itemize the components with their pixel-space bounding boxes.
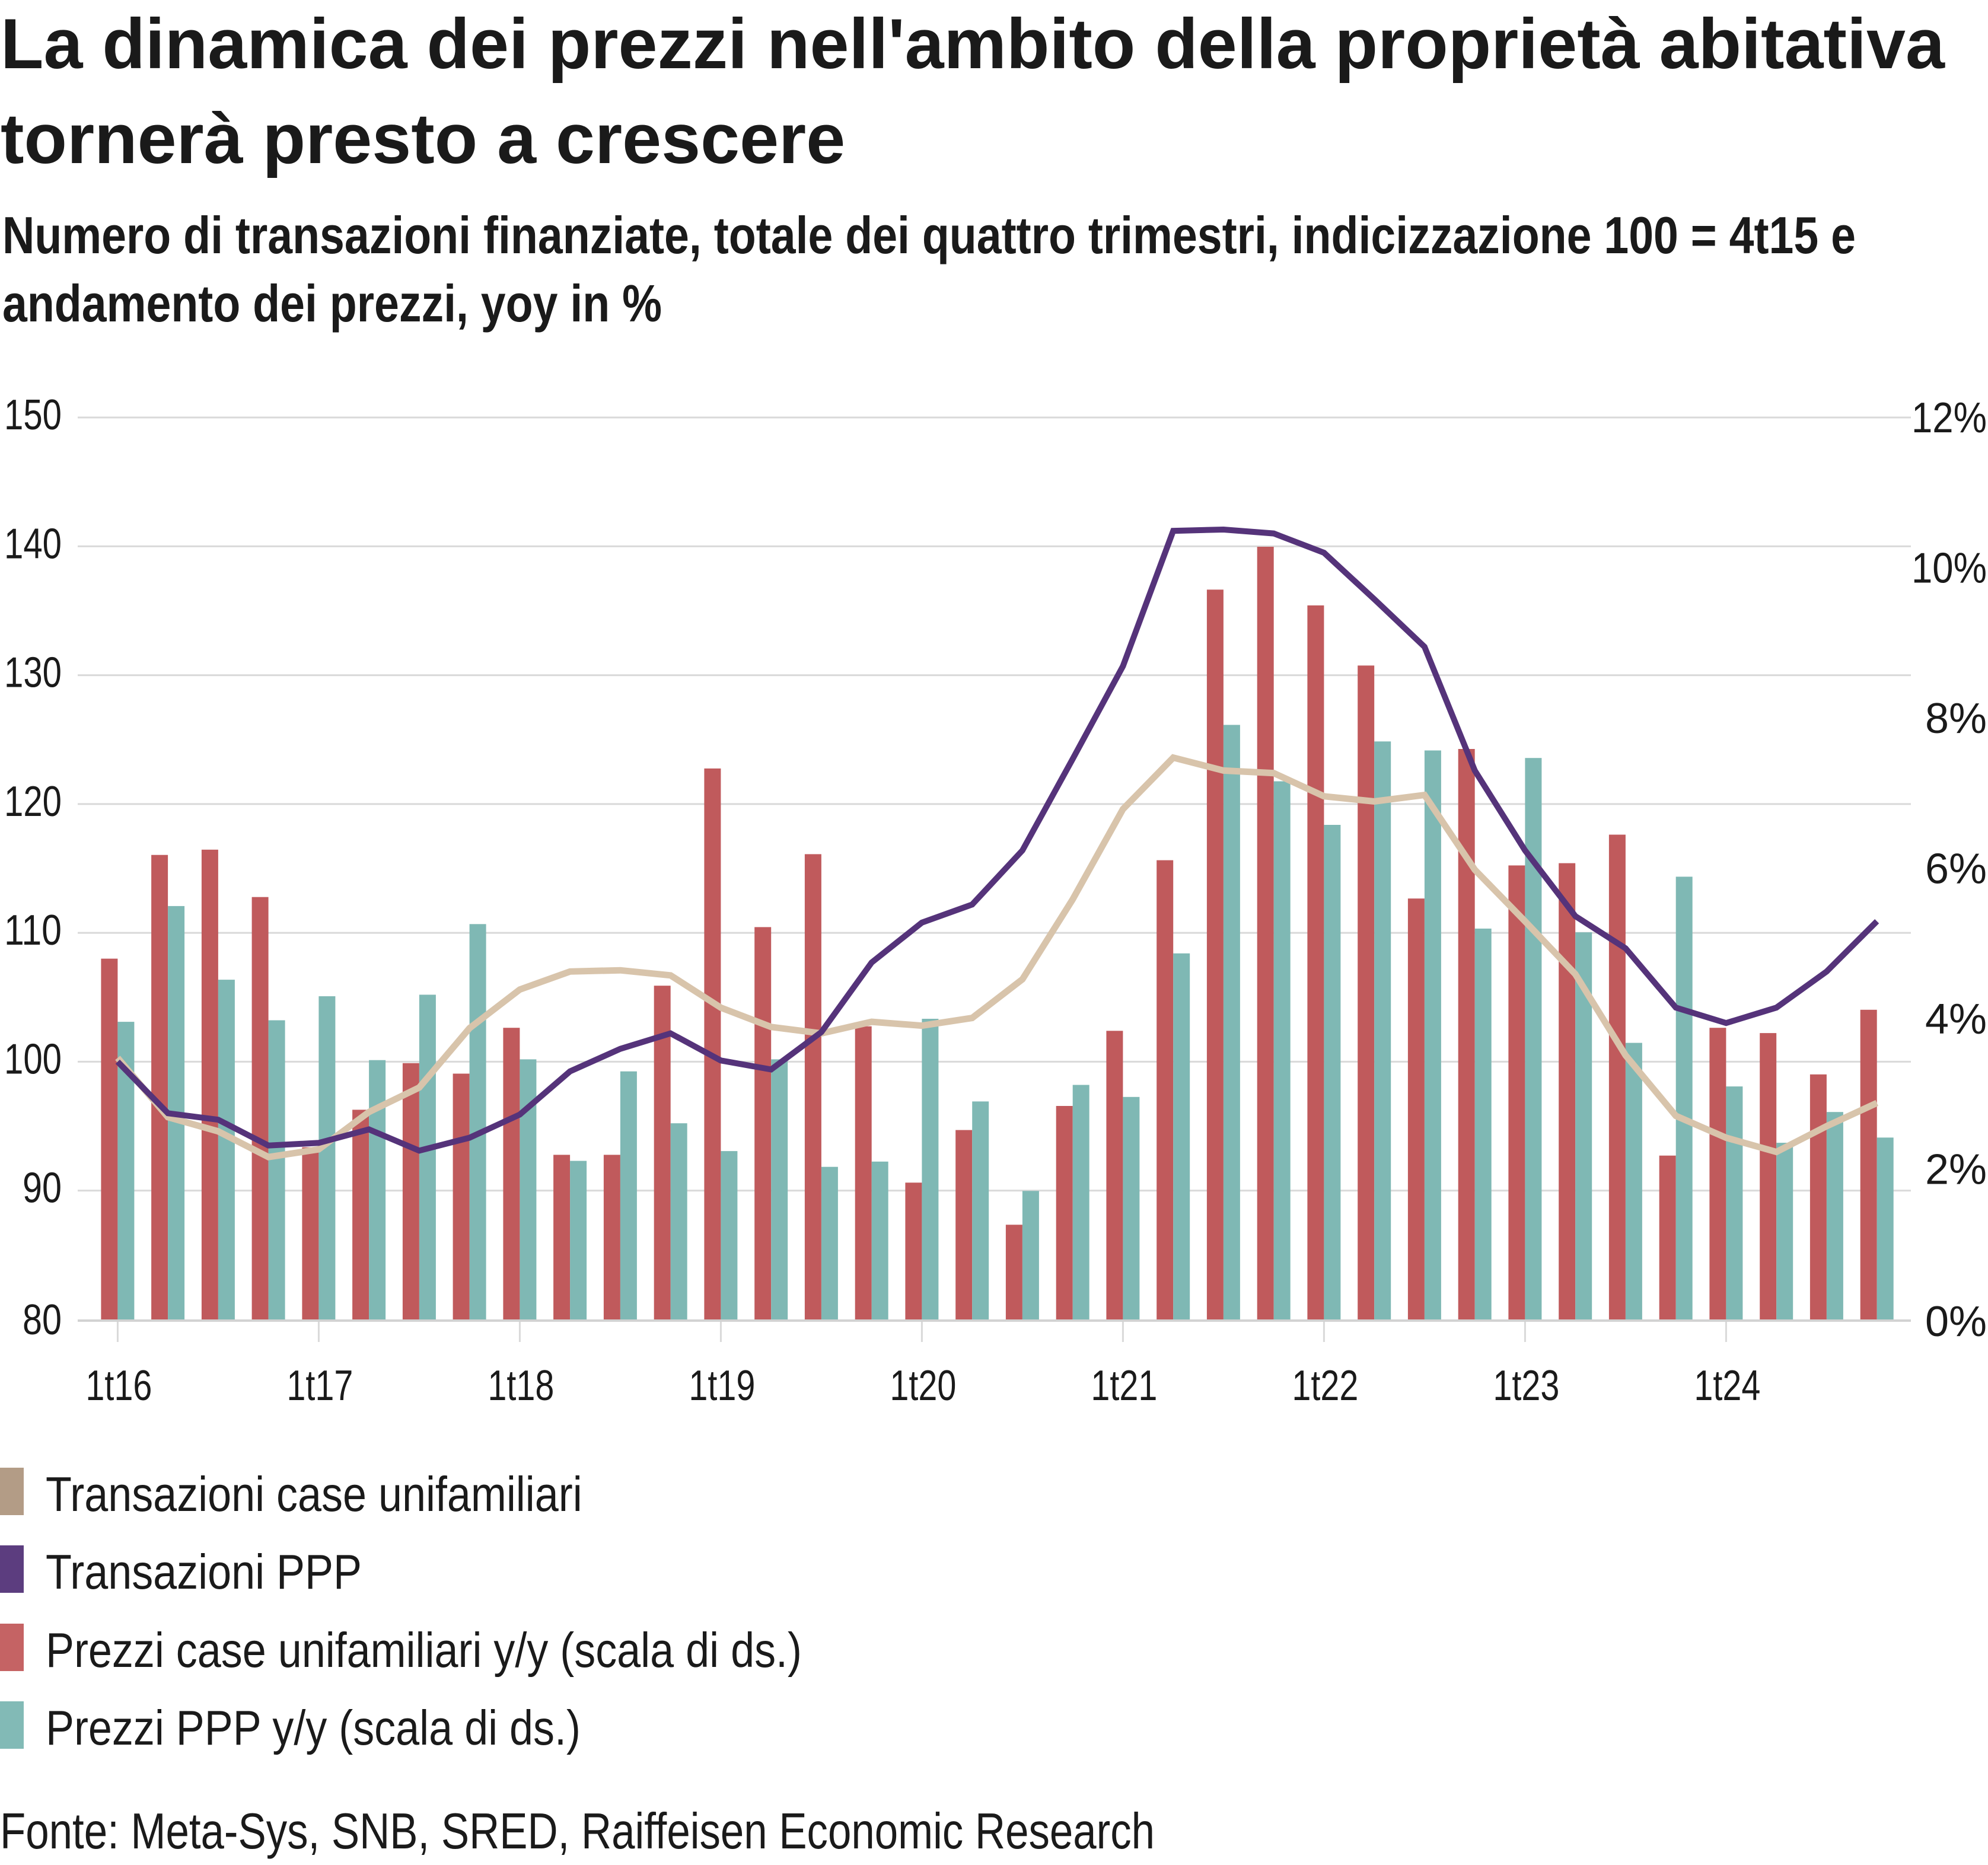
svg-text:150: 150: [4, 391, 62, 439]
svg-text:80: 80: [23, 1296, 62, 1344]
svg-text:1t18: 1t18: [488, 1362, 554, 1410]
svg-text:10%: 10%: [1911, 545, 1987, 592]
svg-text:130: 130: [4, 649, 62, 697]
svg-text:1t23: 1t23: [1493, 1362, 1559, 1410]
svg-text:120: 120: [4, 778, 62, 825]
svg-text:1t19: 1t19: [689, 1362, 755, 1410]
svg-text:1t22: 1t22: [1292, 1362, 1358, 1410]
svg-text:1t21: 1t21: [1091, 1362, 1157, 1410]
svg-text:0%: 0%: [1925, 1298, 1987, 1346]
svg-text:4%: 4%: [1925, 996, 1987, 1043]
svg-text:1t16: 1t16: [85, 1362, 152, 1410]
svg-text:110: 110: [4, 907, 62, 954]
svg-text:8%: 8%: [1925, 695, 1987, 742]
svg-text:2%: 2%: [1925, 1146, 1987, 1194]
svg-text:100: 100: [4, 1035, 62, 1083]
svg-text:1t17: 1t17: [286, 1362, 353, 1410]
svg-text:1t24: 1t24: [1694, 1362, 1760, 1410]
svg-text:6%: 6%: [1925, 846, 1987, 893]
svg-text:90: 90: [23, 1165, 62, 1212]
svg-text:12%: 12%: [1911, 394, 1987, 442]
svg-text:1t20: 1t20: [890, 1362, 956, 1410]
svg-text:140: 140: [4, 520, 62, 568]
